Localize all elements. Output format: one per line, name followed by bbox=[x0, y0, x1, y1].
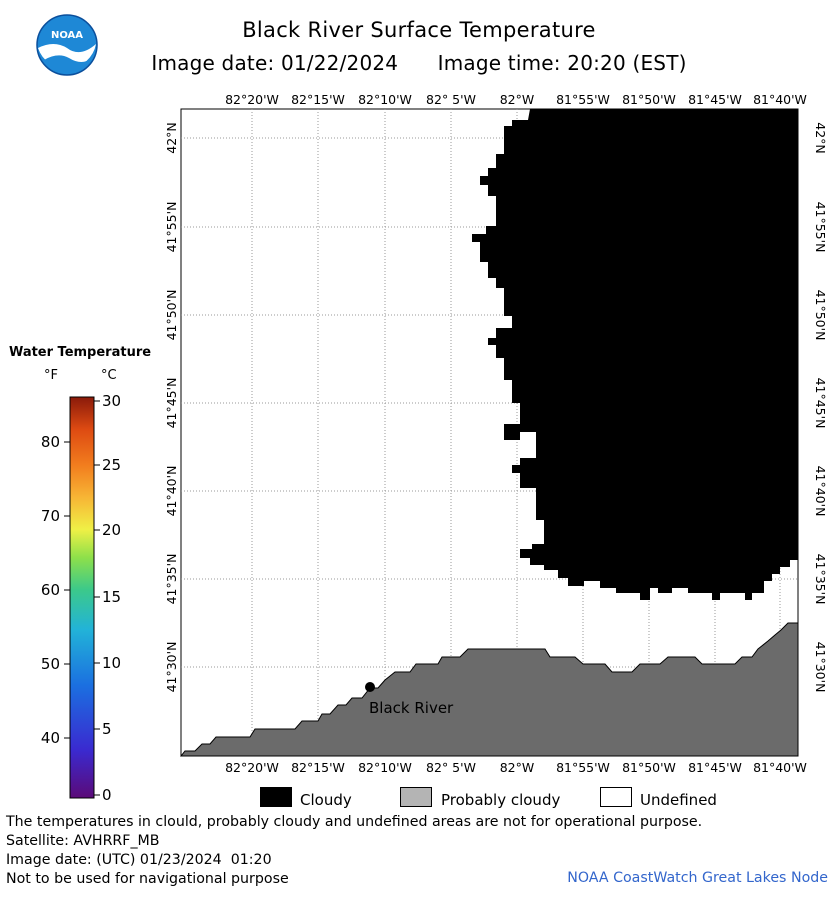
image-time: Image time: 20:20 (EST) bbox=[437, 51, 687, 75]
lat-label-right: 41°40'N bbox=[813, 466, 828, 517]
noaa-logo: NOAA bbox=[36, 14, 98, 76]
key-undefined-label: Undefined bbox=[640, 791, 717, 809]
lat-label-right: 42°N bbox=[813, 122, 828, 154]
lat-label-right: 41°45'N bbox=[813, 378, 828, 429]
lon-label-top: 81°55'W bbox=[556, 92, 610, 107]
f-tick-label: 50 bbox=[41, 655, 60, 673]
lon-label-top: 81°50'W bbox=[622, 92, 676, 107]
lon-label-bottom: 82°10'W bbox=[358, 760, 412, 775]
image-date: Image date: 01/22/2024 bbox=[151, 51, 399, 75]
disclaimer: The temperatures in clould, probably clo… bbox=[6, 814, 703, 830]
lat-label-right: 41°30'N bbox=[813, 642, 828, 693]
nav-warning: Not to be used for navigational purpose bbox=[6, 871, 289, 887]
lon-label-bottom: 82°15'W bbox=[291, 760, 345, 775]
unit-celsius: °C bbox=[101, 368, 117, 383]
c-tick-label: 0 bbox=[102, 786, 112, 804]
key-cloudy-label: Cloudy bbox=[300, 791, 352, 809]
colorbar-f-labels: 80 70 60 50 40 bbox=[41, 433, 60, 747]
lat-label-right: 41°35'N bbox=[813, 554, 828, 605]
lon-label-bottom: 81°45'W bbox=[688, 760, 742, 775]
lon-label-bottom: 81°40'W bbox=[753, 760, 807, 775]
lat-label-left: 41°50'N bbox=[164, 290, 179, 341]
key-cloudy-swatch bbox=[260, 787, 292, 807]
unit-fahrenheit: °F bbox=[44, 368, 58, 383]
legend-title: Water Temperature bbox=[8, 345, 152, 360]
black-river-label: Black River bbox=[369, 699, 454, 717]
f-tick-label: 40 bbox=[41, 729, 60, 747]
lon-label-bottom: 82°20'W bbox=[225, 760, 279, 775]
lat-label-left: 41°45'N bbox=[164, 378, 179, 429]
lon-label-bottom: 82° 5'W bbox=[426, 760, 476, 775]
c-tick-label: 15 bbox=[102, 588, 121, 606]
lon-labels-top: 82°20'W 82°15'W 82°10'W 82° 5'W 82°W 81°… bbox=[225, 92, 807, 107]
key-undefined-swatch bbox=[600, 787, 632, 807]
lon-label-bottom: 81°50'W bbox=[622, 760, 676, 775]
satellite: Satellite: AVHRRF_MB bbox=[6, 833, 160, 849]
colorbar-ticks bbox=[64, 400, 100, 796]
black-river-marker bbox=[365, 682, 375, 692]
c-tick-label: 25 bbox=[102, 456, 121, 474]
lon-label-top: 82°15'W bbox=[291, 92, 345, 107]
colorbar-c-labels: 30 25 20 15 10 5 0 bbox=[102, 392, 121, 804]
c-tick-label: 10 bbox=[102, 654, 121, 672]
lat-label-right: 41°55'N bbox=[813, 202, 828, 253]
lon-label-top: 82°W bbox=[500, 92, 535, 107]
f-tick-label: 70 bbox=[41, 507, 60, 525]
c-tick-label: 20 bbox=[102, 521, 121, 539]
lat-label-left: 41°35'N bbox=[164, 554, 179, 605]
graticule bbox=[181, 109, 798, 756]
lon-label-top: 82° 5'W bbox=[426, 92, 476, 107]
c-tick-label: 30 bbox=[102, 392, 121, 410]
lon-label-top: 82°20'W bbox=[225, 92, 279, 107]
utc-date: Image date: (UTC) 01/23/2024 01:20 bbox=[6, 852, 272, 868]
lon-label-top: 82°10'W bbox=[358, 92, 412, 107]
lat-label-left: 41°30'N bbox=[164, 642, 179, 693]
lon-label-bottom: 82°W bbox=[500, 760, 535, 775]
lat-label-left: 42°N bbox=[164, 122, 179, 154]
key-probably-cloudy-label: Probably cloudy bbox=[441, 791, 561, 809]
cloud-area bbox=[472, 109, 798, 600]
key-probably-cloudy-swatch bbox=[400, 787, 432, 807]
lon-label-top: 81°40'W bbox=[753, 92, 807, 107]
page-title: Black River Surface Temperature bbox=[242, 18, 596, 42]
lon-label-bottom: 81°55'W bbox=[556, 760, 610, 775]
lat-labels-left: 42°N 41°55'N 41°50'N 41°45'N 41°40'N 41°… bbox=[164, 122, 179, 692]
lon-label-top: 81°45'W bbox=[688, 92, 742, 107]
lat-labels-right: 42°N 41°55'N 41°50'N 41°45'N 41°40'N 41°… bbox=[813, 122, 828, 692]
lat-label-left: 41°40'N bbox=[164, 466, 179, 517]
lon-labels-bottom: 82°20'W 82°15'W 82°10'W 82° 5'W 82°W 81°… bbox=[225, 760, 807, 775]
logo-text: NOAA bbox=[51, 30, 83, 41]
f-tick-label: 60 bbox=[41, 581, 60, 599]
c-tick-label: 5 bbox=[102, 720, 112, 738]
temperature-colorbar bbox=[69, 396, 95, 799]
footer: The temperatures in clould, probably clo… bbox=[6, 813, 702, 889]
f-tick-label: 80 bbox=[41, 433, 60, 451]
lat-label-left: 41°55'N bbox=[164, 202, 179, 253]
credit: NOAA CoastWatch Great Lakes Node bbox=[567, 870, 828, 886]
land-area bbox=[179, 622, 799, 757]
image-date-time: Image date: 01/22/2024 Image time: 20:20… bbox=[0, 51, 838, 75]
lat-label-right: 41°50'N bbox=[813, 290, 828, 341]
